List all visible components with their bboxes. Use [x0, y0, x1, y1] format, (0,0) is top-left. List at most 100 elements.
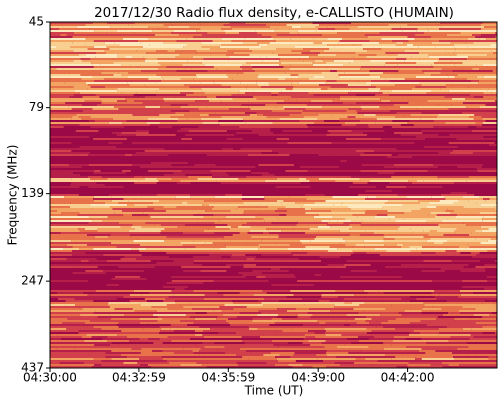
spectrogram-cell	[292, 366, 313, 368]
spectrogram-cell	[247, 154, 290, 156]
spectrogram-cell	[360, 350, 397, 352]
spectrogram-cell	[180, 320, 216, 322]
spectrogram-cell	[357, 26, 401, 28]
spectrogram-cell	[75, 350, 112, 352]
spectrogram-cell	[185, 94, 203, 96]
spectrogram-cell	[108, 114, 133, 116]
spectrogram-cell	[451, 260, 481, 262]
spectrogram-cell	[312, 366, 326, 368]
spectrogram-cell	[50, 304, 66, 306]
spectrogram-cell	[450, 336, 474, 338]
spectrogram-cell	[434, 326, 447, 328]
spectrogram-cell	[389, 218, 405, 220]
spectrogram-cell	[342, 152, 365, 154]
spectrogram-cell	[192, 210, 206, 212]
spectrogram-cell	[227, 318, 253, 320]
spectrogram-cell	[466, 180, 497, 182]
spectrogram-cell	[94, 346, 109, 348]
spectrogram-cell	[50, 148, 75, 150]
spectrogram-cell	[105, 356, 127, 358]
spectrogram-cell	[428, 318, 437, 320]
spectrogram-cell	[283, 66, 327, 68]
spectrogram-cell	[315, 354, 327, 356]
spectrogram-cell	[92, 64, 101, 66]
spectrogram-cell	[423, 32, 461, 34]
spectrogram-cell	[114, 42, 141, 44]
spectrogram-cell	[121, 34, 155, 36]
spectrogram-cell	[325, 330, 372, 332]
spectrogram-cell	[72, 116, 79, 118]
spectrogram-cell	[116, 104, 156, 106]
spectrogram-cell	[202, 334, 226, 336]
spectrogram-cell	[353, 362, 374, 364]
spectrogram-cell	[50, 78, 82, 80]
spectrogram-cell	[266, 116, 304, 118]
spectrogram-cell	[410, 228, 457, 230]
spectrogram-cell	[360, 224, 397, 226]
spectrogram-cell	[456, 214, 466, 216]
spectrogram-cell	[50, 154, 79, 156]
spectrogram-cell	[437, 176, 469, 178]
spectrogram-cell	[282, 130, 312, 132]
spectrogram-cell	[438, 114, 475, 116]
spectrogram-cell	[367, 36, 408, 38]
spectrogram-cell	[284, 108, 306, 110]
spectrogram-cell	[340, 242, 369, 244]
spectrogram-cell	[112, 118, 148, 120]
spectrogram-cell	[205, 242, 213, 244]
spectrogram-cell	[243, 264, 257, 266]
spectrogram-cell	[339, 120, 360, 122]
spectrogram-cell	[138, 312, 162, 314]
spectrogram-cell	[440, 268, 486, 270]
spectrogram-cell	[433, 66, 456, 68]
spectrogram-cell	[385, 62, 417, 64]
spectrogram-cell	[104, 218, 143, 220]
spectrogram-cell	[438, 224, 467, 226]
spectrogram-cell	[442, 366, 459, 368]
spectrogram-cell	[76, 210, 123, 212]
spectrogram-cell	[404, 116, 437, 118]
spectrogram-cell	[97, 230, 129, 232]
spectrogram-cell	[50, 302, 78, 304]
spectrogram-cell	[452, 70, 493, 72]
spectrogram-cell	[238, 360, 278, 362]
spectrogram-cell	[136, 50, 157, 52]
spectrogram-cell	[118, 322, 140, 324]
spectrogram-cell	[176, 310, 214, 312]
spectrogram-cell	[414, 98, 452, 100]
spectrogram-cell	[380, 88, 412, 90]
spectrogram-cell	[452, 150, 476, 152]
spectrogram-cell	[288, 98, 334, 100]
spectrogram-cell	[50, 358, 94, 360]
spectrogram-cell	[180, 180, 217, 182]
spectrogram-cell	[482, 122, 497, 124]
spectrogram-cell	[361, 30, 403, 32]
spectrogram-cell	[413, 124, 435, 126]
spectrogram-cell	[184, 248, 220, 250]
spectrogram-cell	[227, 224, 243, 226]
spectrogram-cell	[167, 336, 204, 338]
spectrogram-cell	[214, 196, 253, 198]
spectrogram-cell	[441, 308, 476, 310]
spectrogram-cell	[200, 348, 241, 350]
spectrogram-cell	[367, 24, 389, 26]
spectrogram-cell	[402, 244, 430, 246]
spectrogram-cell	[308, 126, 349, 128]
spectrogram-cell	[384, 236, 424, 238]
spectrogram-cell	[463, 102, 483, 104]
spectrogram-cell	[108, 236, 132, 238]
spectrogram-cell	[253, 176, 272, 178]
spectrogram-cell	[50, 280, 88, 282]
spectrogram-cell	[223, 298, 231, 300]
spectrogram-cell	[61, 214, 78, 216]
spectrogram-cell	[491, 238, 497, 240]
spectrogram-cell	[388, 200, 419, 202]
spectrogram-cell	[321, 106, 361, 108]
spectrogram-cell	[333, 204, 342, 206]
spectrogram-cell	[412, 232, 456, 234]
spectrogram-cell	[256, 80, 293, 82]
spectrogram-cell	[384, 260, 424, 262]
spectrogram-cell	[292, 88, 321, 90]
spectrogram-cell	[139, 166, 184, 168]
spectrogram-cell	[404, 50, 446, 52]
